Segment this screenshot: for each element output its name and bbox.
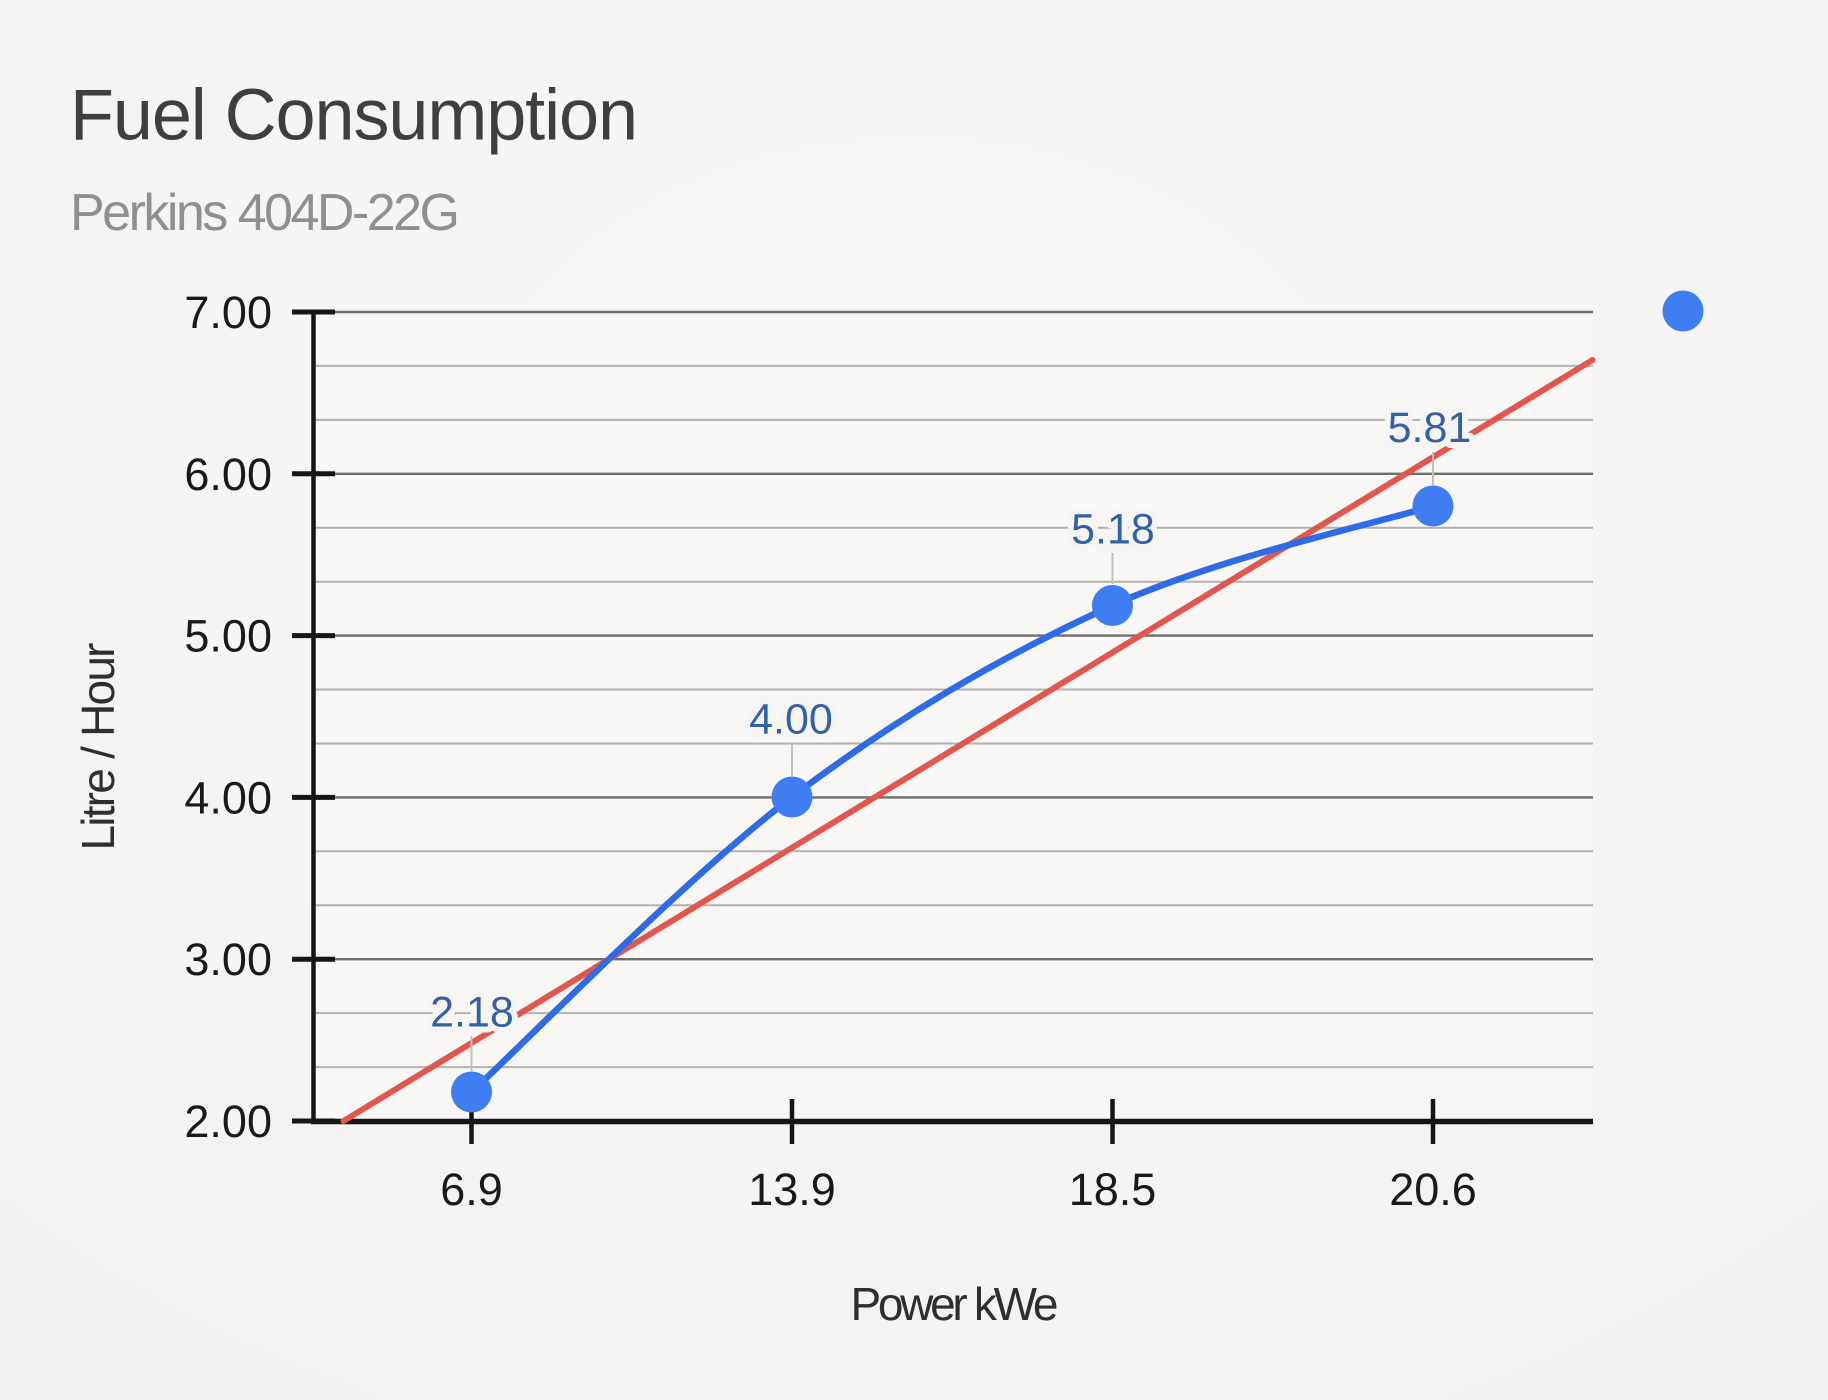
svg-text:5.81: 5.81	[1388, 404, 1472, 452]
svg-text:5.00: 5.00	[184, 611, 272, 662]
svg-text:2.00: 2.00	[184, 1096, 272, 1147]
svg-text:3.00: 3.00	[184, 934, 272, 985]
svg-text:20.6: 20.6	[1389, 1164, 1477, 1215]
svg-text:Perkins 404D-22G: Perkins 404D-22G	[70, 184, 460, 242]
svg-text:4.00: 4.00	[749, 696, 833, 744]
svg-text:2.18: 2.18	[430, 989, 514, 1037]
svg-text:7.00: 7.00	[184, 287, 272, 338]
svg-text:5.18: 5.18	[1071, 506, 1155, 554]
svg-text:Fuel Consumption: Fuel Consumption	[70, 76, 638, 156]
svg-text:6.9: 6.9	[440, 1164, 503, 1215]
svg-text:18.5: 18.5	[1069, 1164, 1157, 1215]
svg-text:6.00: 6.00	[184, 449, 272, 500]
svg-text:Power kWe: Power kWe	[851, 1278, 1059, 1330]
svg-text:4.00: 4.00	[184, 772, 272, 823]
svg-text:Litre / Hour: Litre / Hour	[72, 643, 124, 851]
svg-text:13.9: 13.9	[748, 1164, 836, 1215]
